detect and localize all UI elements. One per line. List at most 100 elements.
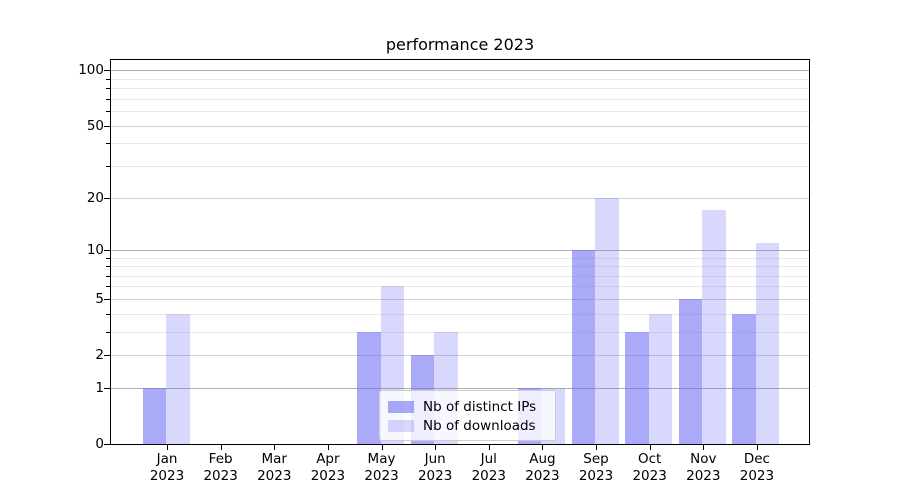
x-tick-label: Mar 2023 [244,451,304,485]
x-tick-label: Apr 2023 [298,451,358,485]
y-tick-label: 10 [86,241,104,258]
bar-distinct-ips-oct [625,331,649,444]
x-tick-year: 2023 [632,468,667,484]
gridline-major [111,125,809,127]
gridline-major [111,355,809,357]
x-tick-month: Mar [261,451,287,467]
x-tick-label: Jan 2023 [137,451,197,485]
x-tick-month: Apr [316,451,340,467]
bar-downloads-dec [755,242,780,444]
x-tick-mark [327,445,329,450]
gridline-minor [111,166,809,167]
bar-downloads-jan [166,313,190,444]
gridline-major [111,197,809,199]
y-tick-mark-minor [106,286,110,288]
y-tick-mark-minor [106,266,110,268]
x-tick-label: Aug 2023 [512,451,572,485]
y-tick-label: 1 [95,379,104,396]
x-tick-label: May 2023 [352,451,412,485]
gridline-minor [111,275,809,277]
bar-distinct-ips-may [357,331,381,444]
legend-item-downloads: Nb of downloads [388,416,547,435]
y-tick-mark [104,125,110,127]
gridline-minor [111,331,809,333]
x-tick-mark [488,445,490,450]
gridline-minor [111,88,809,90]
bar-distinct-ips-nov [678,298,703,444]
x-tick-year: 2023 [149,468,185,484]
x-tick-mark [649,445,651,450]
x-tick-year: 2023 [525,468,560,484]
x-tick-mark [756,445,758,450]
y-tick-mark [104,444,110,445]
y-tick-mark-minor [106,88,110,90]
y-tick-mark-minor [106,98,110,100]
legend-item-distinct-ips: Nb of distinct IPs [388,397,547,416]
x-tick-mark [167,445,168,450]
legend: Nb of distinct IPs Nb of downloads [379,390,556,441]
y-tick-mark-minor [106,143,110,145]
x-tick-label: Feb 2023 [191,451,251,485]
x-tick-year: 2023 [203,468,238,484]
x-tick-month: Aug [529,451,556,467]
plot-area [110,59,810,445]
legend-swatch-downloads [388,419,414,432]
gridline-minor [111,257,809,259]
gridline-minor [111,98,809,100]
y-tick-mark-minor [106,78,110,80]
x-tick-month: Oct [637,451,662,467]
gridline-major [111,249,809,251]
y-tick-mark-minor [106,111,110,113]
y-tick-label: 2 [95,347,104,364]
x-tick-label: Oct 2023 [620,451,680,485]
legend-label-downloads: Nb of downloads [423,417,536,434]
gridline-minor [111,313,809,315]
y-tick-mark [104,249,110,251]
y-tick-label: 0 [95,436,104,452]
x-tick-month: Jan [156,451,178,467]
x-tick-year: 2023 [364,468,399,484]
bar-distinct-ips-dec [732,313,756,444]
x-tick-month: Nov [690,451,717,467]
bar-downloads-sep [595,197,619,444]
legend-swatch-distinct-ips [388,400,414,413]
legend-label-distinct-ips: Nb of distinct IPs [423,398,537,415]
x-tick-mark [220,445,222,450]
y-tick-mark-minor [106,166,110,167]
x-tick-month: Dec [743,451,770,467]
y-tick-mark [104,355,110,357]
bar-distinct-ips-jan [142,387,166,444]
gridline-minor [111,266,809,268]
x-tick-mark [703,445,705,450]
bar-downloads-nov [702,210,726,444]
x-tick-label: Dec 2023 [727,451,787,485]
y-tick-mark-minor [106,257,110,259]
gridline-minor [111,111,809,113]
chart-title: performance 2023 [385,35,535,54]
y-tick-mark-minor [106,331,110,333]
y-tick-mark [104,70,110,72]
x-tick-label: Nov 2023 [673,451,733,485]
y-tick-mark-minor [106,313,110,315]
x-tick-label: Sep 2023 [566,451,626,485]
gridline-minor [111,286,809,288]
x-tick-month: Jun [424,451,446,467]
x-tick-year: 2023 [578,468,614,484]
x-tick-year: 2023 [417,468,453,484]
x-tick-month: Sep [583,451,609,467]
x-tick-mark [381,445,383,450]
gridline-major [111,298,809,300]
y-tick-label: 100 [78,62,104,79]
x-tick-label: Jun 2023 [405,451,465,485]
y-tick-mark [104,387,110,389]
x-tick-year: 2023 [257,468,292,484]
y-tick-label: 5 [95,290,104,307]
x-tick-month: Jul [480,451,497,467]
x-tick-mark [274,445,276,450]
bar-downloads-oct [648,313,673,444]
gridline-major [111,387,809,389]
x-tick-year: 2023 [310,468,346,484]
gridline-minor [111,78,809,80]
x-tick-mark [542,445,544,450]
